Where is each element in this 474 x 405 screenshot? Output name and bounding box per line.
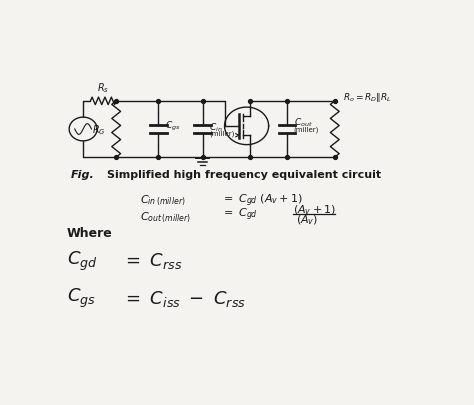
Text: (miller): (miller) [293, 126, 319, 132]
Text: $= \ C_{iss} \ - \ C_{rss}$: $= \ C_{iss} \ - \ C_{rss}$ [122, 288, 246, 308]
Text: $R_o = R_D \| R_L$: $R_o = R_D \| R_L$ [343, 90, 392, 103]
Text: Simplified high frequency equivalent circuit: Simplified high frequency equivalent cir… [107, 170, 381, 180]
Text: $R_s$: $R_s$ [97, 81, 109, 95]
Text: $C_{gs}$: $C_{gs}$ [165, 120, 181, 133]
Text: $C_{out\,(miller)}$: $C_{out\,(miller)}$ [140, 210, 191, 224]
Text: $(A_v + 1)$: $(A_v + 1)$ [292, 203, 336, 217]
Text: $R_G$: $R_G$ [92, 123, 106, 136]
Text: $= \ C_{rss}$: $= \ C_{rss}$ [122, 251, 182, 271]
Text: $C_{gs}$: $C_{gs}$ [66, 286, 95, 310]
Text: $C_{gd}$: $C_{gd}$ [66, 249, 97, 272]
Text: $= \ C_{gd}$: $= \ C_{gd}$ [221, 206, 258, 223]
Text: (miller): (miller) [209, 130, 235, 136]
Text: $C_{out}$: $C_{out}$ [293, 117, 312, 129]
Text: Where: Where [66, 227, 112, 240]
Text: $= \ C_{gd} \ (A_v + 1)$: $= \ C_{gd} \ (A_v + 1)$ [221, 192, 303, 208]
Text: Fig.: Fig. [70, 170, 94, 180]
Text: $(A_v)$: $(A_v)$ [296, 213, 319, 227]
Text: $C_{in\,(miller)}$: $C_{in\,(miller)}$ [140, 193, 186, 207]
Text: $C_{in}$: $C_{in}$ [209, 121, 223, 133]
